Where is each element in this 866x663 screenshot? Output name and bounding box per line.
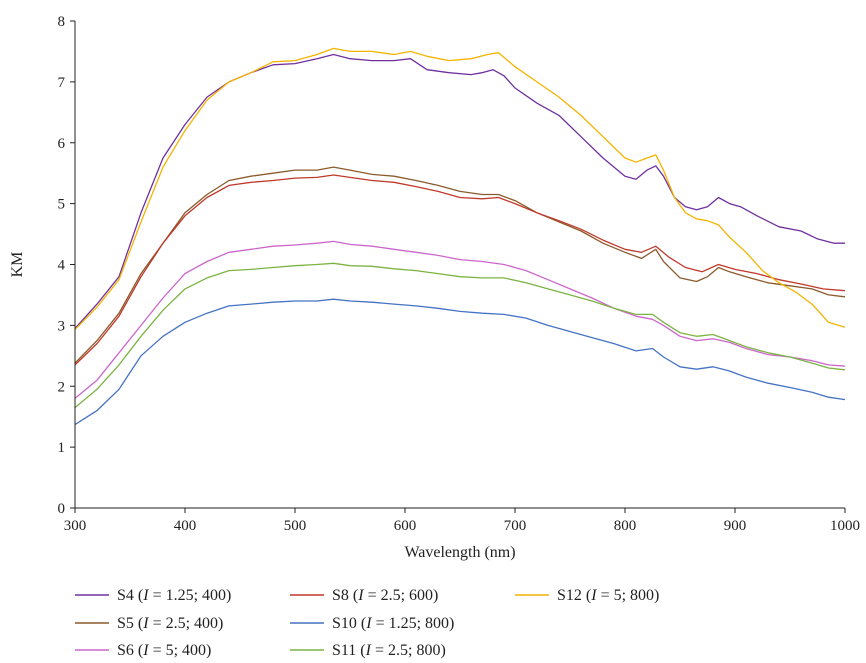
legend-item: S4 (I = 1.25; 400) bbox=[75, 587, 231, 604]
series-line bbox=[74, 298, 846, 426]
y-axis-ticks: 0 1 2 3 4 5 6 7 8 bbox=[58, 14, 75, 517]
x-axis-ticks: 300 400 500 600 700 800 900 1000 bbox=[64, 508, 860, 534]
series-line bbox=[74, 240, 846, 399]
series-line bbox=[74, 47, 846, 331]
legend-label: S10 (I = 1.25; 800) bbox=[332, 615, 454, 632]
series-line bbox=[74, 262, 846, 409]
y-tick-label: 6 bbox=[58, 136, 66, 152]
legend-label: S6 (I = 5; 400) bbox=[117, 642, 211, 659]
plot-lines bbox=[74, 47, 846, 426]
legend: S4 (I = 1.25; 400) S5 (I = 2.5; 400) S6 (I… bbox=[75, 587, 659, 659]
legend-label: S4 (I = 1.25; 400) bbox=[117, 587, 231, 604]
x-tick-label: 300 bbox=[64, 518, 87, 534]
legend-item: S5 (I = 2.5; 400) bbox=[75, 615, 223, 632]
x-tick-label: 1000 bbox=[830, 518, 860, 534]
y-tick-label: 1 bbox=[58, 440, 66, 456]
legend-label: S11 (I = 2.5; 800) bbox=[332, 642, 446, 659]
legend-item: S6 (I = 5; 400) bbox=[75, 642, 211, 659]
y-tick-label: 0 bbox=[58, 501, 66, 517]
x-tick-label: 700 bbox=[504, 518, 527, 534]
legend-label: S5 (I = 2.5; 400) bbox=[117, 615, 223, 632]
legend-label: S8 (I = 2.5; 600) bbox=[332, 587, 438, 604]
x-tick-label: 800 bbox=[614, 518, 637, 534]
legend-item: S12 (I = 5; 800) bbox=[515, 587, 659, 604]
y-tick-label: 7 bbox=[58, 75, 66, 91]
series-line bbox=[74, 174, 846, 366]
series-line bbox=[74, 166, 846, 364]
y-tick-label: 8 bbox=[58, 14, 66, 30]
y-tick-label: 5 bbox=[58, 197, 66, 213]
legend-item: S10 (I = 1.25; 800) bbox=[290, 615, 454, 632]
x-tick-label: 400 bbox=[174, 518, 197, 534]
y-tick-label: 4 bbox=[58, 258, 66, 274]
y-axis-title: KM bbox=[9, 252, 26, 278]
legend-label: S12 (I = 5; 800) bbox=[557, 587, 659, 604]
axes: 300 400 500 600 700 800 900 1000 0 1 2 3 4 5 6 7 8 bbox=[58, 14, 861, 534]
x-axis-title: Wavelength (nm) bbox=[404, 544, 515, 561]
y-tick-label: 2 bbox=[58, 379, 66, 395]
y-tick-label: 3 bbox=[58, 318, 66, 334]
x-tick-label: 900 bbox=[724, 518, 747, 534]
x-tick-label: 600 bbox=[394, 518, 417, 534]
x-tick-label: 500 bbox=[284, 518, 307, 534]
legend-item: S11 (I = 2.5; 800) bbox=[290, 642, 446, 659]
legend-item: S8 (I = 2.5; 600) bbox=[290, 587, 438, 604]
